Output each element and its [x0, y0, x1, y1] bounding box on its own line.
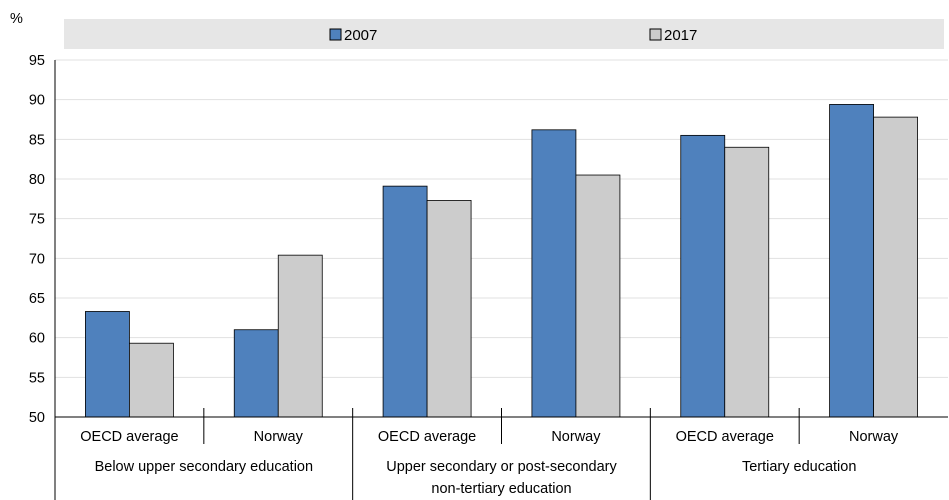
category-label: OECD average	[676, 429, 774, 445]
bar-2007-6	[829, 104, 874, 418]
bar-2017-5	[724, 146, 770, 418]
bar-2007-5	[680, 134, 726, 418]
bar-2007-3	[382, 185, 428, 418]
y-tick-label: 95	[29, 53, 45, 69]
bar-2007-4	[531, 129, 577, 418]
legend-band	[64, 19, 944, 49]
gridlines	[55, 59, 948, 378]
y-tick-label: 75	[29, 212, 45, 228]
bar-2007-1	[85, 311, 130, 418]
bar-2017-3	[426, 200, 472, 418]
y-tick-label: 90	[29, 93, 45, 109]
bar-2017-1	[129, 342, 174, 418]
category-label: OECD average	[80, 429, 178, 445]
bars	[85, 104, 918, 418]
y-tick-label: 85	[29, 132, 45, 148]
legend-swatch-2017	[649, 28, 662, 41]
axes	[54, 60, 948, 500]
category-label: Norway	[254, 429, 304, 445]
y-tick-label: 60	[29, 331, 45, 347]
y-tick-label: 80	[29, 172, 45, 188]
labels: 50 55 60 65 70 75 80 85 90 95% OECD average Norway O…	[10, 11, 899, 497]
category-label: Norway	[849, 429, 899, 445]
bar-2017-2	[277, 254, 323, 418]
y-tick-label: 70	[29, 251, 45, 267]
y-tick-label: 55	[29, 370, 45, 386]
bar-2017-6	[873, 116, 918, 418]
group-label: Below upper secondary education	[95, 459, 313, 475]
legend-label-2017: 2017	[664, 27, 697, 44]
legend: 2007 2017	[329, 27, 697, 44]
y-axis-label: %	[10, 11, 23, 27]
y-tick-label: 65	[29, 291, 45, 307]
category-label: Norway	[551, 429, 601, 445]
group-label: Tertiary education	[742, 459, 856, 475]
bar-2007-2	[233, 329, 279, 418]
legend-label-2007: 2007	[344, 27, 377, 44]
category-label: OECD average	[378, 429, 476, 445]
y-tick-label: 50	[29, 410, 45, 426]
group-label: Upper secondary or post-secondary non-ter…	[386, 459, 617, 497]
bar-2017-4	[575, 174, 621, 418]
legend-swatch-2007	[329, 28, 342, 41]
